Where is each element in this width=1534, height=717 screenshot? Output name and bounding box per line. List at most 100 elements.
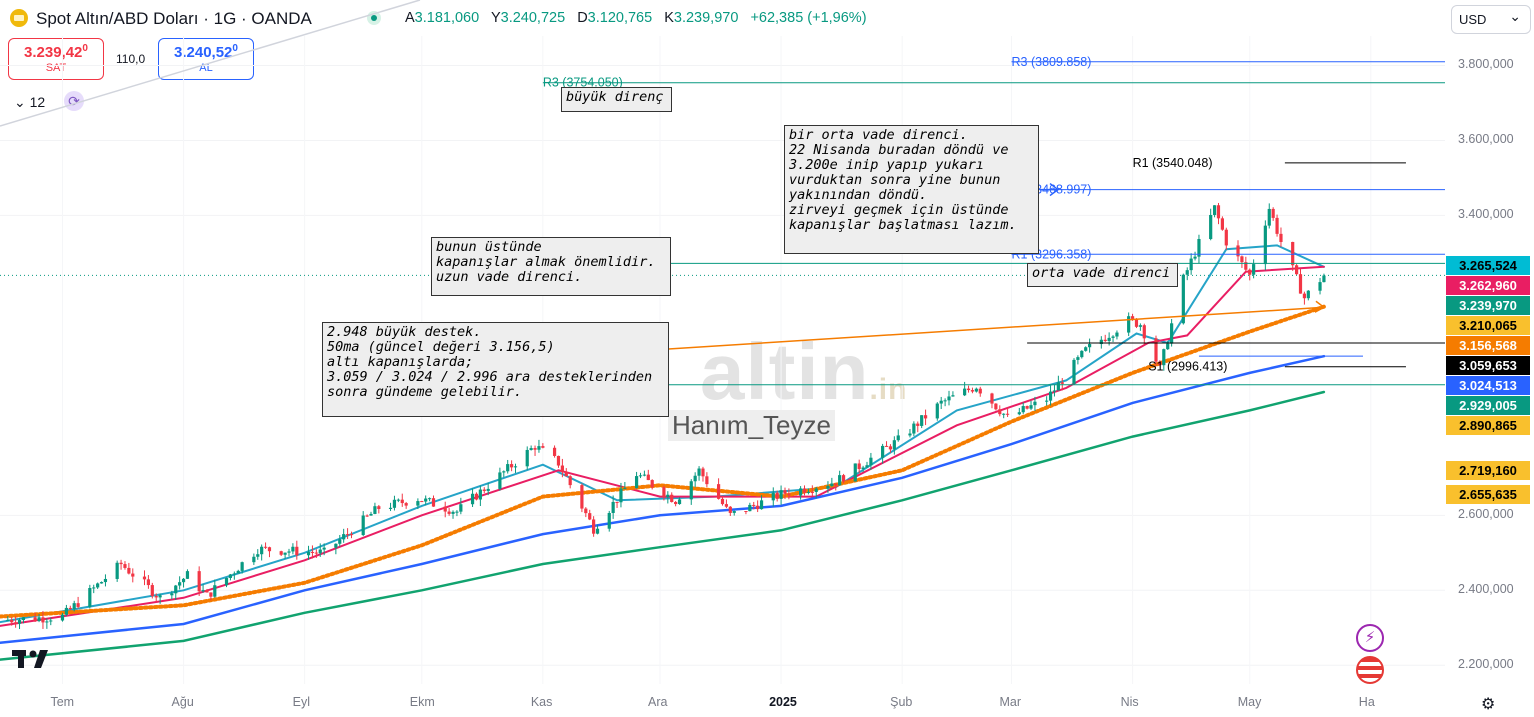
ma-line-ma-50	[0, 304, 1326, 619]
candle-body	[529, 448, 533, 450]
candle-body	[443, 506, 447, 512]
candle-body	[779, 490, 783, 499]
candle-body	[884, 445, 889, 447]
candle-body	[99, 582, 104, 584]
ohlc-change-value: +62,385 (+1,96%)	[750, 10, 867, 26]
ma-line-ma-100	[0, 354, 1326, 645]
candle-body	[1209, 214, 1213, 240]
candle-body	[310, 551, 315, 553]
candle-body	[279, 551, 283, 555]
candle-body	[334, 543, 338, 548]
gear-icon[interactable]: ⚙	[1481, 696, 1496, 713]
x-tick-label: Ara	[648, 695, 668, 709]
y-tick-label: 3.600,000	[1458, 132, 1514, 147]
y-tick-label: 3.400,000	[1458, 207, 1514, 222]
candle-body	[1189, 258, 1193, 271]
pivot-label: R1 (3540.048)	[1133, 156, 1213, 170]
candle-body	[1138, 325, 1142, 327]
candle-body	[338, 539, 342, 544]
candle-body	[1052, 390, 1057, 392]
candle-body	[1025, 406, 1029, 409]
candle-body	[1005, 413, 1010, 415]
candle-body	[814, 488, 818, 492]
y-tick-label: 3.800,000	[1458, 57, 1514, 72]
candle-body	[1302, 293, 1307, 299]
x-tick-label: Şub	[890, 695, 913, 709]
ohlc-close-value: 3.239,970	[673, 10, 739, 26]
candle-body	[728, 506, 732, 513]
annotation-orta-vade-direnci-detail[interactable]: bir orta vade direnci. 22 Nisanda burada…	[784, 125, 1039, 254]
candle-body	[349, 534, 354, 536]
ohlc-low-value: 3.120,765	[587, 10, 653, 26]
ohlc-open-key: A	[405, 10, 415, 26]
candle-body	[857, 463, 861, 469]
candle-body	[638, 475, 643, 477]
candle-body	[1130, 316, 1135, 319]
candle-body	[1275, 217, 1279, 234]
indicator-toggle[interactable]: ⌄ 12	[14, 94, 45, 111]
tradingview-logo-icon[interactable]	[12, 648, 54, 670]
candle-body	[568, 476, 572, 486]
candle-body	[752, 504, 756, 506]
candle-body	[88, 588, 92, 607]
price-tag: 2.890,865	[1446, 416, 1530, 436]
candle-body	[1111, 336, 1115, 338]
candle-body	[974, 388, 978, 392]
annotation-destek[interactable]: 2.948 büyük destek. 50ma (güncel değeri …	[322, 322, 669, 417]
candle-body	[1170, 323, 1174, 344]
buy-button[interactable]: 3.240,520 AL	[158, 38, 254, 80]
candle-body	[1029, 405, 1033, 409]
candle-body	[689, 481, 693, 500]
candle-body	[888, 446, 893, 450]
candle-body	[748, 504, 752, 512]
annotation-uzun-vade-direnci[interactable]: bunun üstünde kapanışlar almak önemlidir…	[431, 237, 671, 296]
sell-button[interactable]: 3.239,420 SAT	[8, 38, 104, 80]
candle-body	[1306, 290, 1310, 299]
candle-body	[447, 511, 451, 514]
candle-body	[920, 415, 924, 426]
currency-select[interactable]: USD	[1451, 3, 1531, 34]
candle-body	[256, 554, 260, 557]
flash-icon[interactable]: ⚡	[1356, 624, 1384, 652]
candle-body	[595, 528, 600, 534]
symbol-title[interactable]: Spot Altın/ABD Doları · 1G · OANDA	[36, 9, 312, 28]
pivot-label: R3 (3754.050)	[543, 76, 623, 90]
candle-body	[1279, 233, 1283, 242]
candle-body	[115, 562, 119, 579]
annotation-buyuk-direnc[interactable]: büyük direnç	[561, 87, 672, 112]
candle-body	[541, 446, 545, 448]
annotation-orta-vade-direnci[interactable]: orta vade direnci	[1027, 263, 1178, 287]
candle-body	[861, 467, 865, 469]
candle-body	[60, 614, 65, 621]
drawn-trend-line	[0, 0, 421, 127]
chart-header: Spot Altın/ABD Doları · 1G · OANDA A3.18…	[0, 0, 1445, 36]
candles-layer	[6, 202, 1326, 630]
candle-body	[123, 564, 127, 568]
us-flag-icon[interactable]	[1356, 656, 1384, 684]
candle-body	[49, 620, 53, 622]
candle-body	[260, 546, 264, 555]
candle-body	[1099, 339, 1103, 345]
x-tick-label: Ha	[1358, 695, 1375, 709]
candle-body	[17, 620, 22, 624]
candle-body	[318, 549, 322, 554]
candle-body	[943, 400, 947, 402]
candle-body	[1017, 412, 1021, 415]
candle-body	[41, 617, 45, 623]
candle-body	[634, 476, 639, 489]
candle-body	[369, 513, 373, 516]
candle-body	[474, 493, 479, 500]
candle-body	[181, 578, 186, 583]
candle-body	[1267, 208, 1271, 226]
candle-body	[1048, 391, 1053, 401]
candle-body	[947, 396, 951, 401]
candle-body	[677, 499, 682, 505]
candle-body	[1056, 382, 1060, 391]
candle-body	[482, 489, 486, 491]
candle-body	[775, 492, 779, 499]
candle-body	[201, 590, 205, 592]
candle-body	[642, 474, 646, 476]
candle-body	[150, 585, 154, 597]
candle-body	[662, 487, 666, 498]
